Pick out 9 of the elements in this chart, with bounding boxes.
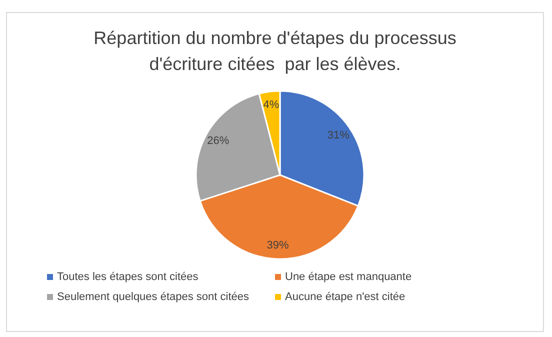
data-label: 26% — [207, 135, 230, 148]
legend-label: Aucune étape n'est citée — [285, 291, 406, 303]
data-label: 39% — [266, 240, 290, 252]
legend-label: Une étape est manquante — [285, 271, 412, 283]
legend-label: Seulement quelques étapes sont citées — [57, 291, 250, 303]
legend-label: Toutes les étapes sont citées — [57, 271, 198, 283]
data-label: 31% — [327, 129, 350, 142]
data-label: 4% — [263, 98, 280, 111]
chart-title: Répartition du nombre d'étapes du processus d'écriture citées par les élèves. — [92, 27, 458, 76]
